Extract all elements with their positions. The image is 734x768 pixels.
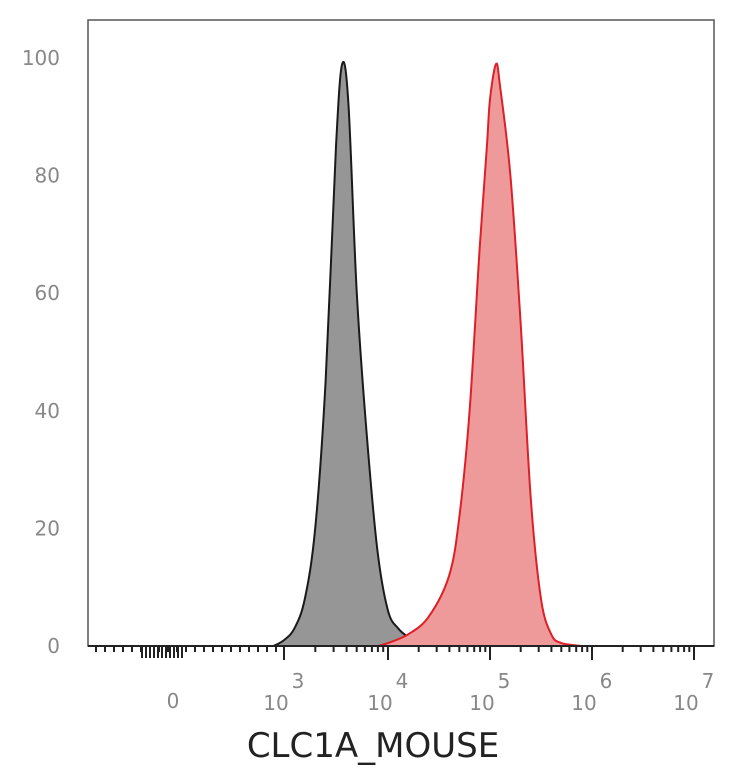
series-0-line [88, 61, 714, 647]
y-tick-label: 100 [22, 46, 60, 70]
x-tick-label-exponent: 4 [396, 669, 409, 693]
y-tick-label: 20 [35, 516, 60, 540]
x-tick-label-base: 10 [263, 691, 288, 715]
x-tick-label-base: 10 [469, 691, 494, 715]
x-axis-title: CLC1A_MOUSE [247, 726, 499, 766]
y-tick-label: 0 [47, 634, 60, 658]
y-tick-label: 40 [35, 399, 60, 423]
x-tick-label-exponent: 6 [600, 669, 613, 693]
series-1-line [88, 62, 714, 647]
y-tick-label: 80 [35, 164, 60, 188]
series-0-area [273, 61, 439, 647]
x-tick-label-base: 10 [673, 691, 698, 715]
y-tick-label: 60 [35, 281, 60, 305]
x-tick-label: 0 [167, 689, 180, 713]
series-layer [88, 61, 714, 647]
series-0 [88, 61, 714, 647]
x-tick-label-base: 10 [367, 691, 392, 715]
y-tick-labels: 0 20 40 60 80 100 [22, 46, 60, 658]
x-tick-label-exponent: 3 [292, 669, 305, 693]
x-tick-label-exponent: 5 [498, 669, 511, 693]
x-tick-marks [95, 646, 695, 660]
plot-frame [87, 19, 715, 647]
series-1 [88, 62, 714, 647]
x-tick-label-base: 10 [571, 691, 596, 715]
x-tick-label-exponent: 7 [702, 669, 715, 693]
